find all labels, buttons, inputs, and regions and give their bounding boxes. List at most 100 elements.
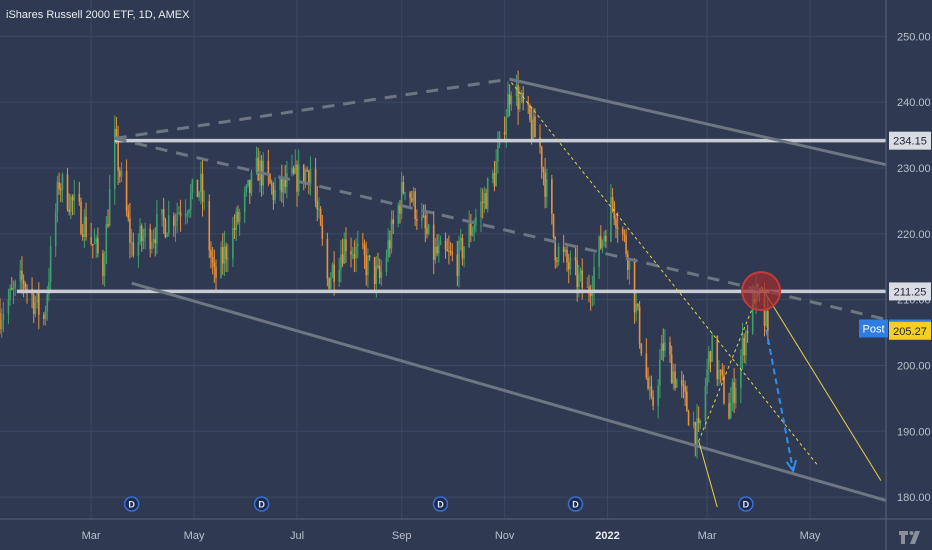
candle-body	[38, 292, 40, 315]
candle-body	[274, 190, 276, 200]
candle-body	[26, 288, 28, 290]
candle-body	[556, 260, 558, 262]
candle-body	[508, 94, 511, 105]
drawing-tools	[16, 77, 887, 508]
candle-body	[603, 235, 605, 241]
candle-body	[102, 253, 104, 276]
candle-body	[745, 331, 747, 356]
candle-body	[130, 242, 133, 244]
candle-body	[139, 226, 141, 243]
candle-body	[719, 369, 722, 371]
candle-body	[520, 92, 523, 98]
candle-body	[166, 233, 168, 238]
candle-body	[152, 239, 155, 242]
candle-body	[446, 249, 449, 252]
candle-body	[227, 258, 229, 260]
candle-body	[21, 270, 23, 280]
candle-body	[304, 169, 307, 183]
candle-body	[58, 182, 60, 190]
candle-body	[468, 223, 470, 247]
candle-body	[115, 129, 118, 138]
candle-body	[711, 335, 713, 362]
candle-body	[201, 173, 204, 202]
candle-body	[377, 265, 379, 267]
candle-body	[741, 337, 744, 356]
candle-body	[589, 293, 592, 297]
candle-body	[574, 257, 577, 261]
candle-body	[735, 388, 737, 404]
candle-body	[375, 265, 378, 284]
candle-body	[682, 385, 685, 387]
dividend-marker-label: D	[572, 500, 579, 510]
candle-body	[200, 173, 202, 193]
candle-body	[105, 223, 108, 264]
candle-body	[625, 235, 627, 255]
x-tick-label: 2022	[595, 530, 619, 542]
candle-body	[66, 174, 69, 210]
candle-body	[733, 382, 735, 404]
candle-body	[414, 191, 416, 220]
candle-body	[470, 223, 472, 236]
x-tick-label: May	[800, 530, 821, 542]
candle-body	[389, 240, 391, 249]
candle-body	[184, 213, 187, 217]
candle-body	[498, 131, 501, 146]
candle-body	[566, 249, 568, 263]
candle-body	[684, 386, 686, 392]
candle-body	[117, 137, 119, 172]
candle-body	[318, 208, 320, 210]
candle-body	[319, 208, 322, 226]
fib-projection-line	[698, 441, 718, 508]
candle-body	[424, 215, 427, 229]
candle-body	[220, 247, 222, 278]
candle-body	[93, 243, 96, 245]
candle-body	[412, 191, 415, 202]
post-label-box	[859, 319, 888, 338]
candle-body	[107, 223, 109, 226]
candle-body	[623, 234, 626, 236]
candle-body	[421, 215, 423, 221]
candle-body	[696, 418, 698, 446]
candle-body	[316, 201, 319, 210]
candle-body	[19, 270, 22, 282]
candle-body	[306, 169, 308, 172]
candle-body	[270, 183, 273, 186]
candle-body	[333, 264, 335, 282]
candle-body	[692, 422, 695, 426]
candle-body	[203, 200, 206, 202]
candle-body	[154, 239, 157, 244]
candle-body	[284, 178, 287, 187]
candle-body	[215, 267, 217, 278]
candle-body	[44, 311, 47, 319]
candle-body	[503, 131, 506, 135]
candle-body	[255, 157, 258, 173]
candle-body	[518, 97, 521, 110]
channel-line	[509, 77, 887, 167]
dividend-marker	[253, 496, 270, 512]
candle-body	[385, 257, 388, 273]
chart-title: iShares Russell 2000 ETF, 1D, AMEX	[6, 9, 190, 21]
candle-body	[211, 257, 214, 263]
candle-body	[743, 337, 746, 356]
candle-body	[530, 119, 533, 140]
candle-body	[409, 192, 411, 199]
candle-body	[427, 224, 430, 234]
candle-body	[481, 201, 484, 204]
candle-body	[515, 85, 518, 96]
candle-body	[392, 219, 395, 224]
candle-body	[338, 269, 341, 282]
candle-body	[291, 168, 293, 174]
projection-arrow-head	[785, 459, 797, 474]
candle-body	[235, 211, 238, 231]
candle-body	[432, 224, 435, 260]
candle-body	[279, 177, 281, 191]
candle-body	[250, 172, 253, 193]
candle-body	[119, 171, 121, 177]
candle-body	[578, 273, 580, 288]
candle-body	[61, 174, 64, 190]
candle-body	[544, 172, 546, 197]
tradingview-logo-icon	[899, 531, 920, 544]
